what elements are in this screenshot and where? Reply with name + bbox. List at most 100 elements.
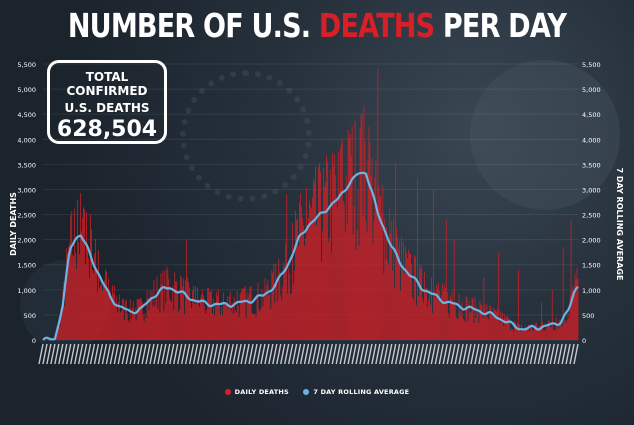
- daily-deaths-bar: [166, 266, 168, 340]
- daily-deaths-bar: [136, 298, 138, 340]
- daily-deaths-bar: [538, 325, 540, 340]
- daily-deaths-bar: [285, 242, 287, 340]
- daily-deaths-bar: [108, 278, 109, 340]
- x-tick-mark: [38, 343, 44, 365]
- daily-deaths-bar: [272, 272, 274, 340]
- daily-deaths-bar: [184, 313, 186, 340]
- x-tick-mark: [212, 343, 219, 365]
- daily-deaths-bar: [228, 296, 230, 340]
- daily-deaths-bar: [109, 292, 111, 340]
- daily-deaths-bar: [83, 207, 84, 340]
- daily-deaths-bar: [309, 200, 310, 340]
- daily-deaths-bar: [494, 309, 496, 340]
- y-tick-label: 4,500: [17, 111, 36, 119]
- daily-deaths-bar: [452, 302, 454, 340]
- daily-deaths-bar: [177, 291, 179, 340]
- x-tick-mark: [81, 343, 88, 365]
- daily-deaths-bar: [303, 225, 304, 340]
- daily-deaths-bar: [412, 297, 413, 340]
- daily-deaths-bar: [178, 312, 180, 340]
- daily-deaths-bar: [125, 299, 127, 340]
- x-tick-mark: [169, 343, 175, 365]
- daily-deaths-bar: [296, 220, 298, 340]
- background-virus-shape: [180, 70, 312, 202]
- daily-deaths-bar: [89, 277, 90, 340]
- daily-deaths-bar: [270, 309, 272, 340]
- daily-deaths-bar: [544, 330, 546, 340]
- daily-deaths-bar: [169, 298, 171, 340]
- daily-deaths-bar: [110, 297, 112, 340]
- daily-deaths-bar: [382, 185, 384, 340]
- x-tick-mark: [307, 343, 314, 365]
- daily-deaths-bar: [123, 319, 125, 340]
- daily-deaths-bar: [75, 252, 77, 340]
- daily-deaths-bar: [379, 196, 381, 340]
- daily-deaths-bar: [130, 318, 132, 340]
- daily-deaths-bar: [460, 315, 462, 340]
- x-tick-mark: [137, 343, 143, 365]
- x-tick-mark: [113, 343, 119, 365]
- y-tick-label: 5,000: [17, 86, 36, 94]
- daily-deaths-bar: [418, 296, 419, 340]
- daily-deaths-bar: [155, 299, 157, 340]
- daily-deaths-bar: [413, 299, 414, 340]
- daily-deaths-bar: [253, 313, 255, 340]
- daily-deaths-bar: [186, 239, 188, 340]
- y2-tick-label: 5,000: [582, 86, 601, 94]
- x-tick-mark: [509, 343, 516, 365]
- daily-deaths-bar: [216, 295, 218, 340]
- daily-deaths-bar: [255, 316, 257, 340]
- x-tick-mark: [42, 343, 48, 365]
- daily-deaths-bar: [491, 311, 493, 340]
- daily-deaths-bar: [516, 325, 517, 340]
- daily-deaths-bar: [211, 290, 212, 340]
- daily-deaths-bar: [313, 179, 314, 340]
- daily-deaths-bar: [72, 254, 74, 340]
- daily-deaths-bar: [511, 328, 512, 340]
- daily-deaths-bar: [231, 302, 233, 340]
- daily-deaths-bar: [383, 273, 385, 340]
- daily-deaths-bar: [88, 257, 89, 340]
- daily-deaths-bar: [275, 263, 277, 340]
- x-tick-mark: [232, 343, 238, 365]
- rolling-average-path: [42, 171, 579, 341]
- daily-deaths-bar: [329, 169, 331, 340]
- daily-deaths-bar: [234, 310, 236, 340]
- daily-deaths-bar: [271, 270, 273, 340]
- daily-deaths-bar: [73, 255, 75, 340]
- daily-deaths-bar: [237, 305, 239, 340]
- daily-deaths-bar: [445, 219, 447, 340]
- daily-deaths-bar: [98, 250, 99, 340]
- daily-deaths-bar: [434, 297, 436, 340]
- daily-deaths-bar: [146, 290, 148, 340]
- daily-deaths-bar: [307, 226, 308, 340]
- x-tick-mark: [339, 343, 345, 365]
- daily-deaths-bar: [197, 287, 198, 340]
- daily-deaths-bar: [549, 326, 551, 340]
- daily-deaths-bar: [555, 317, 557, 340]
- y-tick-label: 1,000: [17, 287, 36, 295]
- daily-deaths-bar: [212, 313, 213, 340]
- daily-deaths-bar: [469, 313, 471, 340]
- x-tick-mark: [276, 343, 282, 365]
- y-tick-labels: 0 0 500 500 1,000 1,000 1,500 1,500 2,000 2,000 2,…: [17, 61, 600, 345]
- x-tick-mark: [180, 343, 187, 365]
- daily-deaths-bar: [488, 319, 490, 340]
- daily-deaths-bar: [425, 291, 426, 340]
- x-tick-mark: [184, 343, 191, 365]
- daily-deaths-bar: [190, 301, 191, 340]
- daily-deaths-bar: [120, 310, 122, 340]
- daily-deaths-bar: [280, 295, 282, 340]
- daily-deaths-bar: [405, 246, 406, 340]
- daily-deaths-bar: [524, 328, 525, 340]
- daily-deaths-bar: [138, 298, 140, 340]
- x-tick-mark: [462, 343, 468, 365]
- daily-deaths-bar: [439, 302, 441, 340]
- daily-deaths-bar: [376, 205, 378, 340]
- daily-deaths-bar: [266, 285, 268, 340]
- daily-deaths-bar: [294, 270, 296, 340]
- daily-deaths-bar: [423, 302, 424, 340]
- daily-deaths-bar: [142, 314, 144, 340]
- daily-deaths-bar: [216, 291, 217, 340]
- daily-deaths-bar: [499, 322, 501, 340]
